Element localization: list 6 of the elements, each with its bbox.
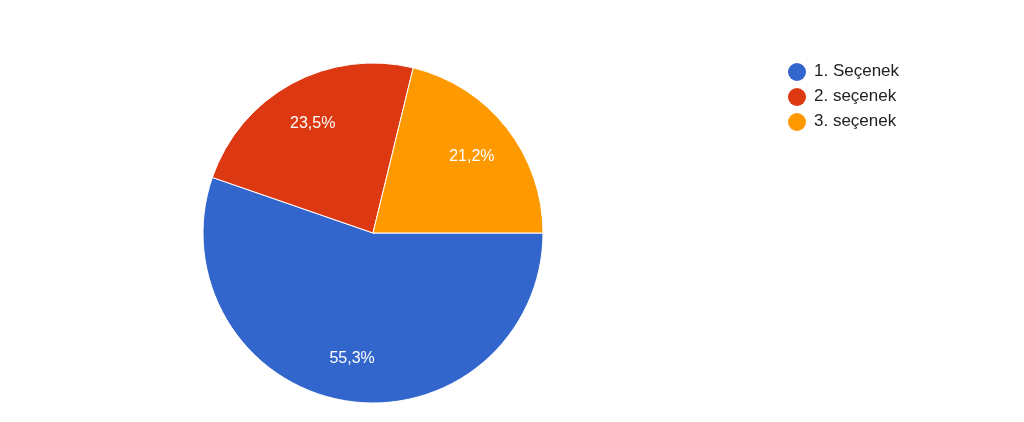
data-label: 55,3% [329, 348, 375, 366]
legend-label: 1. Seçenek [814, 61, 900, 80]
data-label: 21,2% [449, 146, 495, 164]
data-label: 23,5% [290, 114, 336, 132]
legend-label: 3. seçenek [814, 111, 897, 130]
legend-label: 2. seçenek [814, 86, 897, 105]
